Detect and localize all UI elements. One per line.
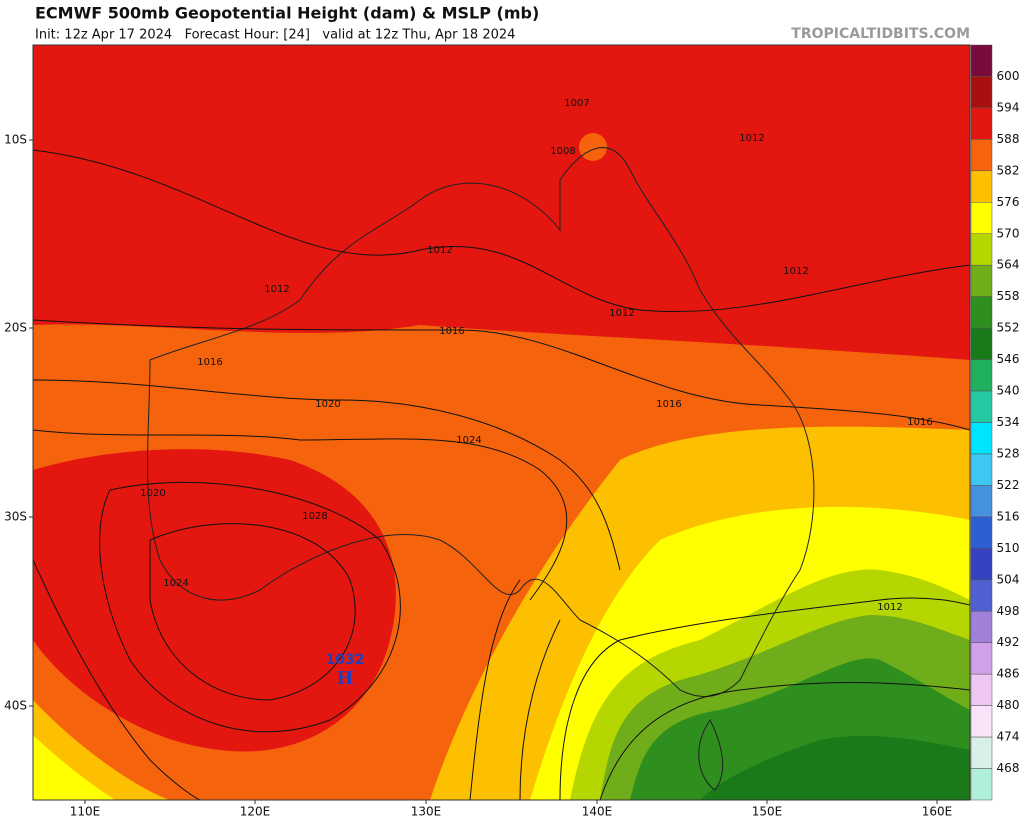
colorbar-label: 474 bbox=[997, 730, 1020, 744]
colorbar-swatch bbox=[970, 705, 993, 738]
contour-label: 1012 bbox=[264, 284, 289, 295]
contour-label: 1012 bbox=[427, 245, 452, 256]
lon-label: 130E bbox=[411, 805, 442, 819]
contour-label: 1024 bbox=[456, 435, 481, 446]
colorbar-label: 534 bbox=[997, 415, 1020, 429]
colorbar-swatch bbox=[970, 768, 993, 801]
colorbar-swatch bbox=[970, 611, 993, 643]
colorbar-label: 498 bbox=[997, 604, 1020, 618]
contour-label: 1016 bbox=[197, 357, 222, 368]
colorbar-label: 552 bbox=[997, 321, 1020, 335]
colorbar-label: 546 bbox=[997, 352, 1020, 366]
subtitle: Init: 12z Apr 17 2024 Forecast Hour: [24… bbox=[35, 28, 515, 43]
isobars bbox=[33, 149, 970, 800]
map bbox=[33, 45, 970, 800]
colorbar-swatch bbox=[970, 736, 993, 769]
colorbar-label: 492 bbox=[997, 635, 1020, 649]
colorbar-swatch bbox=[970, 44, 993, 77]
colorbar-swatch bbox=[970, 170, 993, 203]
contour-label: 1012 bbox=[877, 602, 902, 613]
lon-label: 160E bbox=[922, 805, 953, 819]
colorbar-swatch bbox=[970, 579, 993, 612]
lon-label: 140E bbox=[582, 805, 613, 819]
lat-label: 20S bbox=[4, 321, 27, 335]
colorbar-label: 564 bbox=[997, 258, 1020, 272]
colorbar-swatch bbox=[970, 548, 993, 581]
colorbar-swatch bbox=[970, 107, 993, 140]
colorbar-label: 600 bbox=[997, 69, 1020, 83]
lon-label: 150E bbox=[752, 805, 783, 819]
lon-label: 110E bbox=[70, 805, 101, 819]
colorbar-label: 504 bbox=[997, 572, 1020, 586]
colorbar-label: 570 bbox=[997, 226, 1020, 240]
high-symbol: H bbox=[336, 668, 353, 689]
contour-label: 1016 bbox=[907, 417, 932, 428]
colorbar-swatch bbox=[970, 233, 993, 266]
colorbar-label: 480 bbox=[997, 698, 1020, 712]
high-pressure: 1032 bbox=[326, 652, 365, 668]
title: ECMWF 500mb Geopotential Height (dam) & … bbox=[35, 4, 539, 23]
colorbar-swatch bbox=[970, 139, 993, 172]
colorbar-swatch bbox=[970, 485, 993, 518]
map-frame bbox=[32, 44, 971, 801]
contour-label: 1012 bbox=[739, 133, 764, 144]
colorbar-label: 576 bbox=[997, 195, 1020, 209]
colorbar-swatch bbox=[970, 453, 993, 486]
contour-label: 1024 bbox=[163, 578, 188, 589]
colorbar-swatch bbox=[970, 422, 993, 455]
colorbar-swatch bbox=[970, 76, 993, 109]
colorbar-swatch bbox=[970, 673, 993, 706]
colorbar-label: 594 bbox=[997, 100, 1020, 114]
colorbar-swatch bbox=[970, 264, 993, 297]
contour-label: 1020 bbox=[315, 399, 340, 410]
contour-label: 1008 bbox=[550, 146, 575, 157]
colorbar-label: 582 bbox=[997, 163, 1020, 177]
lat-label: 30S bbox=[4, 510, 27, 524]
colorbar-label: 588 bbox=[997, 132, 1020, 146]
contour-label: 1016 bbox=[656, 399, 681, 410]
contour-label: 1012 bbox=[783, 266, 808, 277]
watermark: TROPICALTIDBITS.COM bbox=[791, 26, 970, 42]
lat-label: 40S bbox=[4, 699, 27, 713]
colorbar-label: 528 bbox=[997, 446, 1020, 460]
field-570b bbox=[33, 735, 115, 800]
coastline bbox=[147, 147, 815, 698]
field-582-low bbox=[579, 133, 607, 161]
coastline-tasmania bbox=[698, 719, 724, 791]
colorbar-label: 516 bbox=[997, 509, 1020, 523]
contour-label: 1020 bbox=[140, 488, 165, 499]
colorbar-swatch bbox=[970, 516, 993, 549]
colorbar-swatch bbox=[970, 296, 993, 329]
colorbar-label: 522 bbox=[997, 478, 1020, 492]
lat-label: 10S bbox=[4, 133, 27, 147]
contour-label: 1016 bbox=[439, 326, 464, 337]
colorbar-swatch bbox=[970, 642, 993, 675]
colorbar-swatch bbox=[970, 327, 993, 360]
contour-label: 1012 bbox=[609, 308, 634, 319]
colorbar-swatch bbox=[970, 202, 993, 235]
field-546 bbox=[700, 735, 970, 800]
colorbar-label: 540 bbox=[997, 384, 1020, 398]
colorbar-swatch bbox=[970, 390, 993, 423]
colorbar-label: 468 bbox=[997, 761, 1020, 775]
colorbar-swatch bbox=[970, 359, 993, 392]
field-588-high bbox=[33, 449, 396, 752]
colorbar-label: 486 bbox=[997, 667, 1020, 681]
colorbar-label: 558 bbox=[997, 289, 1020, 303]
contour-label: 1007 bbox=[564, 98, 589, 109]
contour-label: 1028 bbox=[302, 511, 327, 522]
colorbar-label: 510 bbox=[997, 541, 1020, 555]
lon-label: 120E bbox=[240, 805, 271, 819]
